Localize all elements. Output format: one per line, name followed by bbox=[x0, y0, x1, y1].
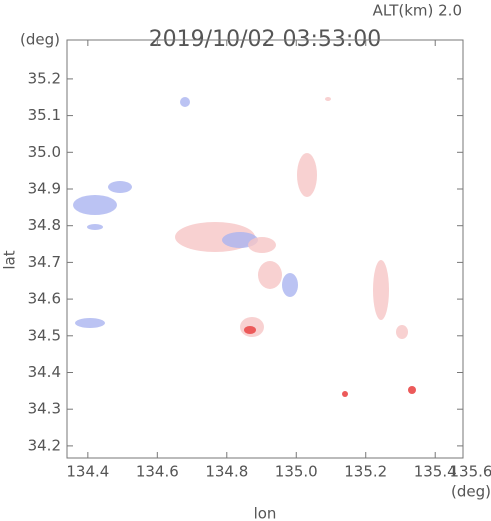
y-tick-label: 34.5 bbox=[28, 326, 61, 344]
y-tick-label: 34.3 bbox=[28, 400, 61, 418]
x-tick-label: 134.8 bbox=[205, 463, 248, 481]
echoes bbox=[73, 97, 416, 397]
altitude-label: ALT(km) 2.0 bbox=[373, 2, 462, 20]
y-tick-label: 34.6 bbox=[28, 290, 61, 308]
y-tick-label: 34.2 bbox=[28, 436, 61, 454]
y-unit: (deg) bbox=[20, 31, 60, 49]
y-tick-label: 34.9 bbox=[28, 179, 61, 197]
x-axis-label: lon bbox=[254, 505, 277, 521]
y-tick-label: 34.7 bbox=[28, 253, 61, 271]
y-tick-label: 35.0 bbox=[28, 143, 61, 161]
y-axis-label: lat bbox=[1, 250, 19, 269]
x-unit: (deg) bbox=[451, 483, 491, 501]
x-tick-label: 135.2 bbox=[344, 463, 387, 481]
x-tick-label: 135.6 bbox=[450, 463, 491, 481]
x-tick-label: 134.6 bbox=[136, 463, 179, 481]
x-tick-label: 135.0 bbox=[275, 463, 318, 481]
x-tick-label: 134.4 bbox=[66, 463, 109, 481]
y-tick-label: 34.8 bbox=[28, 216, 61, 234]
x-tick-label: 135.4 bbox=[414, 463, 457, 481]
plot-frame bbox=[66, 39, 464, 459]
y-tick-label: 35.2 bbox=[28, 69, 61, 87]
y-tick-label: 35.1 bbox=[28, 106, 61, 124]
y-tick-label: 34.4 bbox=[28, 363, 61, 381]
